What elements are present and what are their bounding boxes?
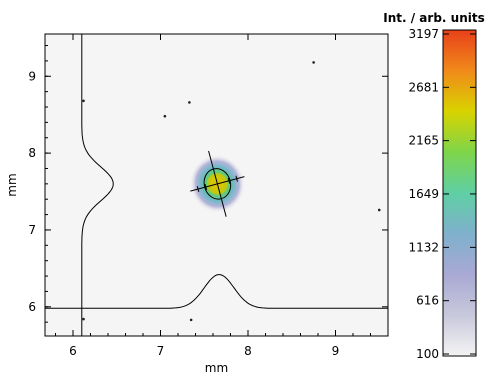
colorbar <box>442 29 477 357</box>
x-tick-label: 8 <box>244 344 252 358</box>
spot-axis-dash <box>204 183 208 190</box>
horizontal-profile-curve <box>45 274 388 309</box>
y-tick-label: 9 <box>28 69 36 83</box>
colorbar-tick-label: 100 <box>416 347 439 361</box>
y-axis: 6 7 8 9 <box>28 45 388 323</box>
x-tick-label: 6 <box>69 344 77 358</box>
colorbar-tick-label: 2165 <box>408 134 439 148</box>
noise-speck <box>82 317 85 321</box>
noise-speck <box>82 99 85 103</box>
colorbar-tick-label: 1649 <box>408 187 439 201</box>
y-tick-label: 7 <box>28 223 36 237</box>
x-tick-label: 7 <box>157 344 165 358</box>
colorbar-tick-label: 616 <box>416 294 439 308</box>
spot-axis-dash <box>196 185 200 193</box>
y-tick-label: 6 <box>28 300 36 314</box>
spot-axis-dash <box>235 175 238 182</box>
colorbar-tick-label: 2681 <box>408 80 439 94</box>
colorbar-tick-label: 1132 <box>408 240 439 254</box>
x-axis: 6 7 8 9 <box>55 34 389 358</box>
noise-speck <box>189 318 193 322</box>
noise-specks <box>82 61 381 322</box>
noise-speck <box>188 101 191 104</box>
spot-minor-axis <box>208 150 227 217</box>
x-axis-title: mm <box>205 361 228 375</box>
y-axis-title: mm <box>5 173 19 196</box>
colorbar-title: Int. / arb. units <box>383 11 484 25</box>
plot-frame <box>44 33 389 337</box>
spot-axis-dash <box>227 177 231 184</box>
colorbar-tick-label: 3197 <box>408 27 439 41</box>
colorbar-ticks: 100 616 1132 1649 2165 2681 3197 <box>408 27 476 361</box>
noise-speck <box>377 208 381 212</box>
beam-spot <box>189 150 246 217</box>
vertical-profile-curve <box>81 34 114 336</box>
x-tick-label: 9 <box>332 344 340 358</box>
noise-speck <box>163 114 167 118</box>
y-tick-label: 8 <box>28 146 36 160</box>
noise-speck <box>312 61 315 64</box>
